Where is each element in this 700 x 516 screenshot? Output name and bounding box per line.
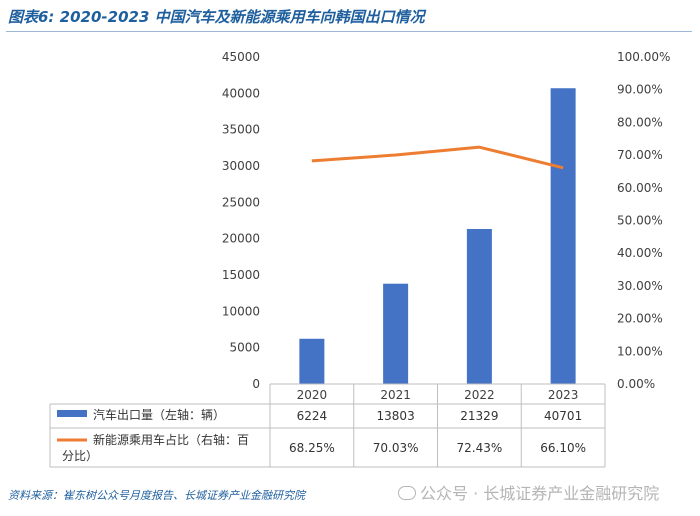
chart-title: 图表6: 2020-2023 中国汽车及新能源乘用车向韩国出口情况 xyxy=(8,8,425,26)
bar xyxy=(550,88,576,384)
left-tick-label: 40000 xyxy=(222,86,260,100)
bar-series xyxy=(299,88,576,384)
left-tick-label: 35000 xyxy=(222,123,260,137)
left-tick-label: 15000 xyxy=(222,268,260,282)
left-tick-label: 30000 xyxy=(222,159,260,173)
right-tick-label: 80.00% xyxy=(617,115,663,129)
category-label: 2021 xyxy=(380,388,411,402)
left-tick-label: 10000 xyxy=(222,304,260,318)
right-tick-label: 50.00% xyxy=(617,214,663,228)
watermark-text: 公众号 · 长城证券产业金融研究院 xyxy=(420,484,660,503)
data-table: 2020 2021 2022 2023 汽车出口量（左轴：辆） 6224 13803 2132… xyxy=(49,383,606,468)
wechat-icon xyxy=(398,486,416,500)
bar xyxy=(383,283,409,384)
table-cell: 68.25% xyxy=(289,441,335,455)
right-tick-label: 10.00% xyxy=(617,344,663,358)
table-cell: 40701 xyxy=(544,409,582,423)
left-tick-label: 0 xyxy=(252,377,260,391)
right-tick-label: 40.00% xyxy=(617,246,663,260)
watermark: 公众号 · 长城证券产业金融研究院 xyxy=(398,480,659,504)
left-tick-label: 5000 xyxy=(229,341,260,355)
bar xyxy=(466,229,492,384)
table-cell: 72.43% xyxy=(456,441,502,455)
right-tick-label: 90.00% xyxy=(617,83,663,97)
table-cell: 6224 xyxy=(297,409,328,423)
bar xyxy=(299,338,325,384)
right-tick-label: 20.00% xyxy=(617,312,663,326)
legend-label-line: 新能源乘用车占比（右轴：百分比） xyxy=(62,432,249,463)
category-label: 2023 xyxy=(548,388,579,402)
legend-label-bar: 汽车出口量（左轴：辆） xyxy=(93,407,225,422)
title-divider xyxy=(6,31,692,32)
category-label: 2022 xyxy=(464,388,495,402)
right-tick-label: 60.00% xyxy=(617,181,663,195)
left-axis: 0 5000 10000 15000 20000 25000 30000 35000 40000… xyxy=(222,50,260,391)
left-tick-label: 45000 xyxy=(222,50,260,64)
right-tick-label: 100.00% xyxy=(617,50,670,64)
table-cell: 66.10% xyxy=(540,441,586,455)
right-tick-label: 0.00% xyxy=(617,377,655,391)
table-cell: 13803 xyxy=(377,409,415,423)
table-cell: 70.03% xyxy=(373,441,419,455)
table-cell: 21329 xyxy=(460,409,498,423)
source-note: 资料来源：崔东树公众号月度报告、长城证券产业金融研究院 xyxy=(8,489,305,502)
left-tick-label: 20000 xyxy=(222,232,260,246)
chart: 0 5000 10000 15000 20000 25000 30000 35000 40000… xyxy=(49,50,670,468)
right-axis: 0.00% 10.00% 20.00% 30.00% 40.00% 50.00% 60.00… xyxy=(617,50,670,391)
legend-swatch-bar xyxy=(57,410,87,417)
right-tick-label: 70.00% xyxy=(617,148,663,162)
line-series xyxy=(311,145,564,170)
left-tick-label: 25000 xyxy=(222,195,260,209)
right-tick-label: 30.00% xyxy=(617,279,663,293)
category-label: 2020 xyxy=(297,388,328,402)
line-path xyxy=(311,145,564,170)
